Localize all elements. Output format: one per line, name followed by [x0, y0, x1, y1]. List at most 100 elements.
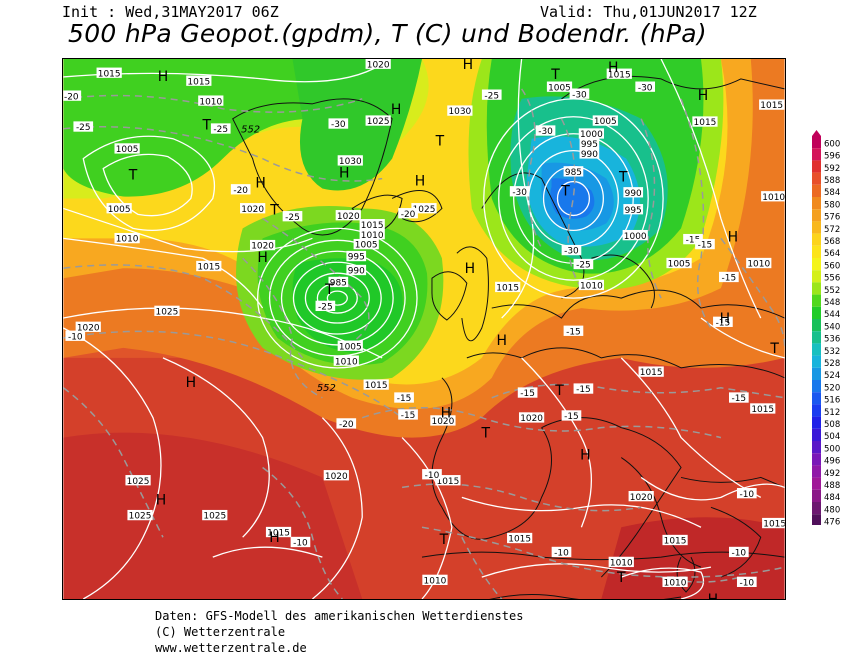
pressure-label: 1020 [240, 203, 266, 215]
svg-text:-10: -10 [732, 549, 747, 559]
scale-label: 524 [824, 371, 840, 381]
scale-label: 512 [824, 408, 840, 418]
pressure-label: 1020 [628, 491, 654, 503]
pressure-label: 1020 [430, 415, 456, 427]
svg-text:1015: 1015 [365, 381, 388, 391]
scale-label: 504 [824, 432, 840, 442]
svg-text:1010: 1010 [361, 231, 384, 241]
scale-label: 556 [824, 274, 840, 284]
scale-label: 568 [824, 237, 840, 247]
svg-text:1020: 1020 [630, 493, 653, 503]
pressure-label: 1015 [363, 379, 389, 391]
scale-label: 544 [824, 310, 840, 320]
high-pressure-center: H [463, 58, 473, 73]
temperature-label: -25 [315, 300, 336, 312]
svg-text:1010: 1010 [762, 193, 785, 203]
svg-text:-15: -15 [686, 236, 701, 246]
scale-swatch [812, 502, 821, 515]
svg-text:-15: -15 [698, 241, 713, 251]
scale-label: 580 [824, 200, 840, 210]
svg-text:-10: -10 [293, 539, 308, 549]
low-pressure-center: T [769, 341, 779, 357]
temperature-label: -15 [517, 387, 538, 399]
scale-label: 592 [824, 164, 840, 174]
scale-label: 532 [824, 347, 840, 357]
pressure-label: 990 [623, 187, 644, 199]
svg-text:-20: -20 [339, 420, 354, 430]
temperature-label: -10 [290, 536, 311, 549]
temperature-label: -15 [563, 325, 584, 337]
high-pressure-center: H [708, 592, 718, 600]
website-link[interactable]: www.wetterzentrale.de [155, 641, 307, 655]
svg-text:1000: 1000 [580, 130, 603, 140]
svg-text:-10: -10 [425, 471, 440, 481]
svg-text:1015: 1015 [751, 405, 774, 415]
svg-text:1005: 1005 [339, 342, 362, 352]
temperature-label: -25 [210, 123, 231, 135]
svg-text:1030: 1030 [339, 157, 362, 167]
scale-label: 516 [824, 396, 840, 406]
pressure-label: 1010 [198, 95, 224, 107]
scale-swatch [812, 197, 821, 210]
low-pressure-center: T [439, 532, 449, 548]
svg-text:1010: 1010 [664, 578, 687, 588]
pressure-label: 1015 [186, 75, 212, 87]
scale-swatch [812, 184, 821, 197]
svg-text:1020: 1020 [241, 205, 264, 215]
scale-swatch [812, 282, 821, 295]
pressure-label: 1010 [422, 574, 448, 586]
scale-swatch [812, 221, 821, 234]
scale-label: 528 [824, 359, 840, 369]
svg-text:1005: 1005 [668, 260, 691, 270]
temperature-label: -15 [713, 316, 733, 328]
pressure-label: 1010 [114, 232, 140, 245]
high-pressure-center: H [720, 311, 730, 327]
svg-text:-15: -15 [397, 394, 412, 404]
svg-text:995: 995 [581, 140, 598, 150]
temperature-label: -20 [230, 184, 251, 196]
high-pressure-center: H [415, 174, 425, 190]
svg-text:1015: 1015 [361, 221, 384, 231]
scale-label: 560 [824, 261, 840, 271]
high-pressure-center: H [156, 492, 166, 508]
svg-text:1005: 1005 [116, 145, 139, 155]
scale-swatch [812, 294, 821, 307]
temperature-label: -15 [573, 383, 594, 395]
svg-text:1005: 1005 [594, 117, 617, 127]
svg-text:1025: 1025 [367, 117, 390, 127]
pressure-label: 1020 [365, 59, 391, 70]
pressure-label: 1015 [507, 532, 533, 545]
init-time: Init : Wed,31MAY2017 06Z [62, 3, 279, 21]
svg-text:1020: 1020 [251, 242, 274, 252]
scale-label: 484 [824, 493, 840, 503]
pressure-label: 1000 [578, 128, 604, 140]
svg-text:-20: -20 [401, 210, 416, 220]
low-pressure-center: T [550, 67, 560, 83]
pressure-label: 1025 [411, 203, 437, 215]
svg-text:-30: -30 [638, 83, 653, 93]
svg-text:1015: 1015 [608, 70, 631, 80]
scale-swatch [812, 319, 821, 332]
svg-text:1015: 1015 [694, 118, 717, 128]
scale-swatch [812, 245, 821, 258]
svg-text:985: 985 [330, 279, 347, 289]
svg-text:-25: -25 [318, 302, 333, 312]
svg-text:-25: -25 [213, 125, 228, 135]
svg-text:1030: 1030 [448, 107, 471, 117]
svg-text:1025: 1025 [413, 205, 436, 215]
scale-swatch [812, 416, 821, 429]
temperature-label: -25 [73, 121, 94, 133]
svg-text:1020: 1020 [432, 417, 455, 427]
svg-text:1020: 1020 [77, 323, 100, 333]
temperature-label: -30 [328, 118, 349, 130]
pressure-label: 990 [346, 264, 367, 277]
pressure-label: 1015 [762, 517, 785, 530]
svg-text:1005: 1005 [548, 83, 571, 93]
temperature-label: -15 [683, 233, 703, 246]
pressure-label: 1005 [666, 257, 692, 270]
scale-swatch [812, 392, 821, 405]
svg-text:-30: -30 [512, 188, 527, 198]
svg-text:-15: -15 [722, 274, 737, 284]
svg-text:1025: 1025 [203, 512, 226, 522]
high-pressure-center: H [465, 261, 475, 277]
